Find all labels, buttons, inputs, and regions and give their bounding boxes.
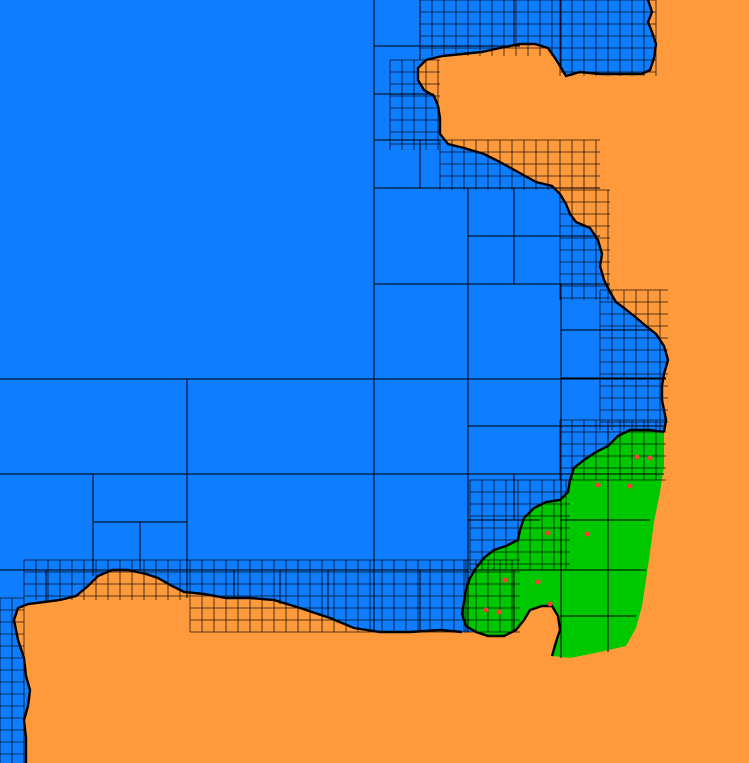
south-coastline-outline bbox=[12, 568, 463, 763]
sample-point bbox=[547, 601, 553, 607]
sample-point bbox=[647, 455, 653, 461]
sample-point bbox=[627, 483, 633, 489]
sample-point bbox=[584, 531, 590, 537]
sample-point bbox=[535, 579, 541, 585]
coastline-outline bbox=[416, 0, 670, 433]
sample-point bbox=[545, 530, 551, 536]
sample-point bbox=[483, 607, 489, 613]
sample-point bbox=[496, 609, 502, 615]
highlighted-region bbox=[462, 430, 664, 658]
region-outline bbox=[460, 428, 665, 657]
sample-points bbox=[483, 454, 653, 615]
sample-point bbox=[595, 482, 601, 488]
quadtree-grid-fine bbox=[0, 0, 668, 763]
sample-point bbox=[502, 577, 508, 583]
sample-point bbox=[634, 454, 640, 460]
